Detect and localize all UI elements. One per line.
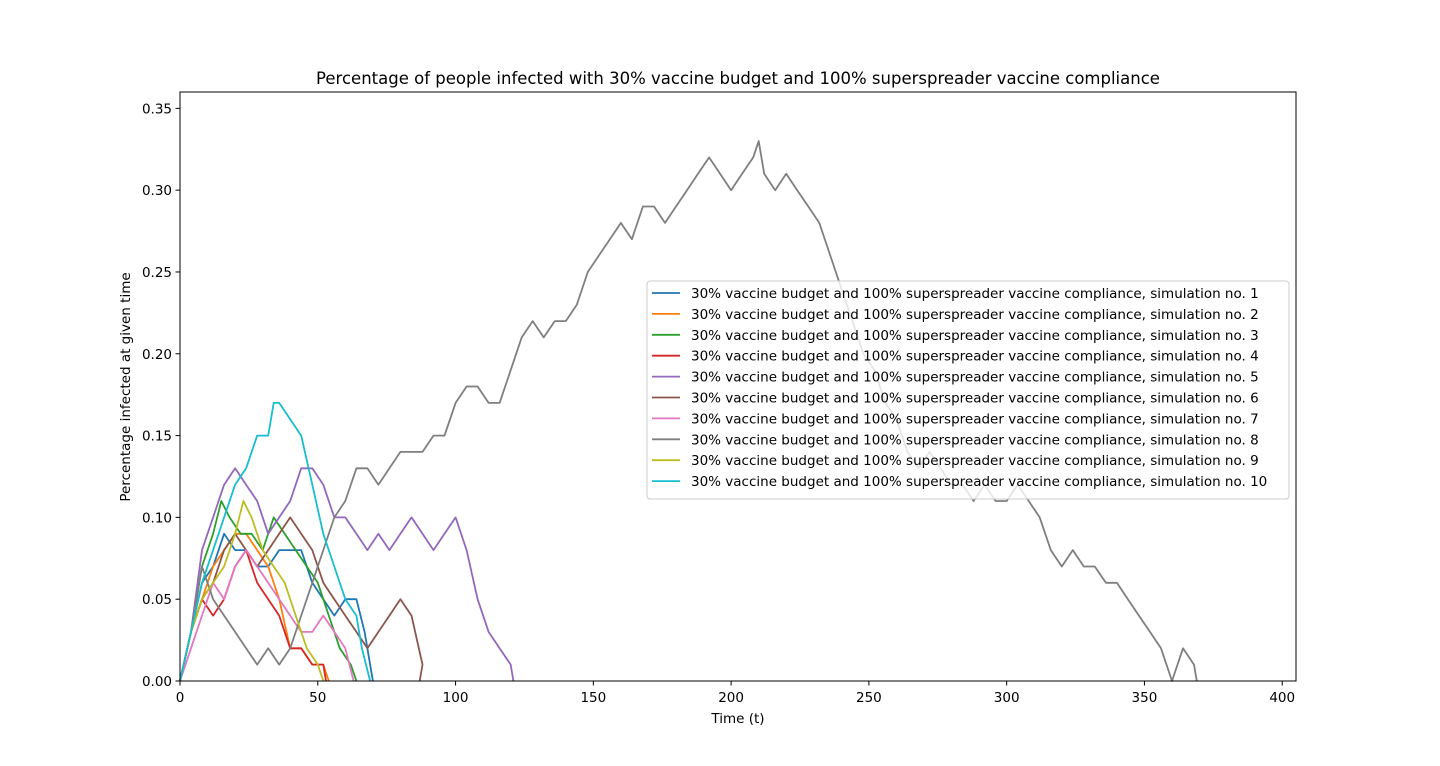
x-axis-label: Time (t)	[710, 711, 764, 727]
y-axis: 0.00 0.05 0.10 0.15 0.20 0.25 0.30 0.35	[142, 101, 180, 690]
plot-frame	[179, 91, 1297, 682]
legend-box	[646, 280, 1290, 500]
legend-entry: 30% vaccine budget and 100% superspreade…	[691, 411, 1259, 427]
legend: 30% vaccine budget and 100% superspreade…	[646, 280, 1290, 500]
legend-entry: 30% vaccine budget and 100% superspreade…	[691, 349, 1259, 365]
y-tick-label: 0.00	[142, 674, 172, 690]
y-tick-label: 0.30	[142, 183, 172, 199]
x-tick-label: 150	[580, 690, 606, 706]
x-tick-label: 0	[176, 690, 185, 706]
series-line-10	[179, 402, 371, 682]
series-line-6	[179, 516, 424, 682]
x-tick-label: 200	[718, 690, 744, 706]
chart-title: Percentage of people infected with 30% v…	[316, 69, 1160, 88]
y-tick-label: 0.10	[142, 510, 172, 526]
x-tick-label: 50	[309, 690, 326, 706]
y-tick-label: 0.25	[142, 265, 172, 281]
y-tick-label: 0.05	[142, 592, 172, 608]
legend-entry: 30% vaccine budget and 100% superspreade…	[691, 432, 1259, 448]
x-tick-label: 300	[994, 690, 1020, 706]
legend-entry: 30% vaccine budget and 100% superspreade…	[691, 391, 1259, 407]
legend-entry: 30% vaccine budget and 100% superspreade…	[691, 328, 1259, 344]
y-tick-label: 0.35	[142, 101, 172, 117]
x-tick-label: 350	[1132, 690, 1158, 706]
series-line-9	[179, 500, 325, 682]
series-line-7	[179, 549, 355, 682]
plot-lines	[179, 140, 1198, 682]
y-tick-label: 0.15	[142, 429, 172, 445]
series-line-5	[179, 467, 515, 682]
x-tick-label: 250	[856, 690, 882, 706]
legend-entry: 30% vaccine budget and 100% superspreade…	[691, 286, 1259, 302]
y-axis-label: Percentage infected at given time	[118, 272, 134, 501]
x-axis: 0 50 100 150 200 250 300 350 400	[176, 681, 1295, 706]
x-tick-label: 400	[1269, 690, 1295, 706]
legend-entry: 30% vaccine budget and 100% superspreade…	[691, 307, 1259, 323]
legend-entry: 30% vaccine budget and 100% superspreade…	[691, 453, 1259, 469]
series-line-8	[179, 140, 1198, 682]
legend-entry: 30% vaccine budget and 100% superspreade…	[691, 474, 1267, 490]
x-tick-label: 100	[443, 690, 469, 706]
y-tick-label: 0.20	[142, 347, 172, 363]
legend-entry: 30% vaccine budget and 100% superspreade…	[691, 370, 1259, 386]
